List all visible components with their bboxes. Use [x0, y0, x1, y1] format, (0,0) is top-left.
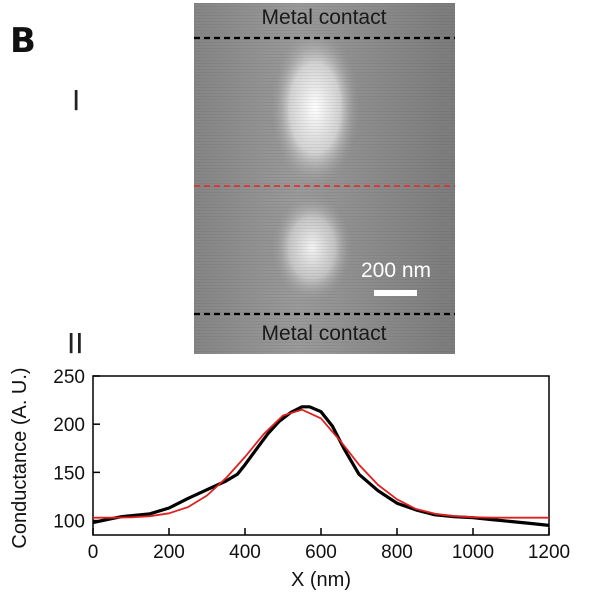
- microscopy-image: Metal contact Metal contact 200 nm: [194, 3, 455, 354]
- conductance-plot: 0 200 400 600 800 1000 1200 100 150 200 250 X (nm…: [9, 367, 570, 591]
- y-axis: 100 150 200 250: [53, 367, 100, 533]
- y-tick-label: 100: [53, 512, 85, 533]
- x-tick-label: 1200: [528, 542, 570, 563]
- metal-contact-bottom-label: Metal contact: [262, 322, 387, 345]
- x-tick-label: 200: [153, 542, 185, 563]
- x-tick-label: 1000: [452, 542, 494, 563]
- scale-bar-label: 200 nm: [361, 259, 431, 282]
- y-tick-label: 150: [53, 463, 85, 484]
- y-tick-label: 250: [53, 367, 85, 388]
- subpanel-label-ii: II: [67, 327, 84, 360]
- subpanel-label-i: I: [72, 84, 80, 117]
- x-tick-label: 0: [88, 542, 99, 563]
- x-tick-label: 800: [381, 542, 413, 563]
- metal-contact-top-label: Metal contact: [262, 6, 387, 29]
- series-line-fit: [93, 408, 549, 519]
- series-line-measured: [93, 405, 549, 528]
- x-tick-label: 600: [305, 542, 337, 563]
- x-tick-label: 400: [229, 542, 261, 563]
- x-axis-label: X (nm): [291, 569, 351, 591]
- y-axis-label: Conductance (A. U.): [9, 367, 31, 548]
- y-tick-label: 200: [53, 415, 85, 436]
- panel-letter: B: [10, 21, 36, 61]
- series-layer: [93, 405, 549, 528]
- x-axis: 0 200 400 600 800 1000 1200: [88, 528, 570, 563]
- scale-bar: [374, 290, 417, 296]
